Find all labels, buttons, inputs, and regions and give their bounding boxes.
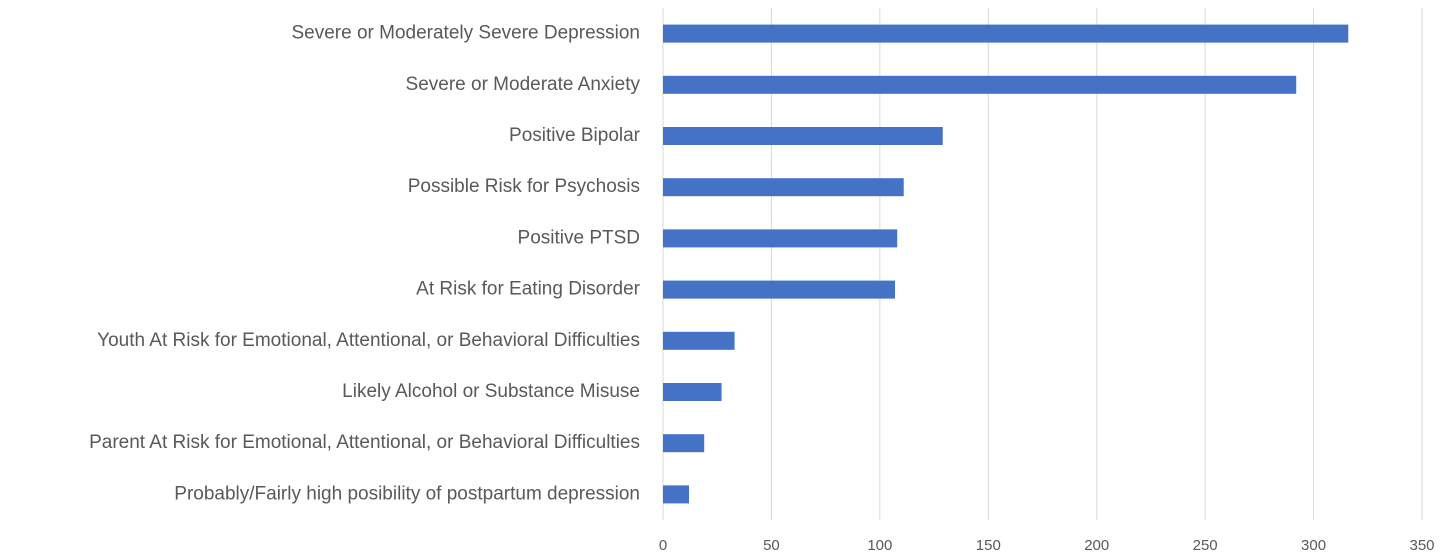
x-tick-label: 300 [1301, 537, 1326, 554]
y-tick-label: Positive PTSD [518, 227, 640, 248]
bar [663, 331, 735, 350]
x-tick-label: 350 [1409, 537, 1434, 554]
x-tick-label: 0 [659, 537, 667, 554]
y-tick-label: Probably/Fairly high posibility of postp… [174, 483, 640, 504]
y-tick-label: Possible Risk for Psychosis [408, 176, 640, 197]
x-tick-label: 150 [976, 537, 1001, 554]
bar [663, 229, 898, 248]
bar [663, 75, 1297, 94]
y-tick-label: At Risk for Eating Disorder [416, 279, 641, 300]
y-tick-label: Likely Alcohol or Substance Misuse [342, 381, 640, 402]
bar [663, 178, 904, 197]
x-tick-label: 200 [1084, 537, 1109, 554]
y-tick-label: Severe or Moderately Severe Depression [291, 23, 640, 44]
x-tick-label: 250 [1193, 537, 1218, 554]
x-tick-label: 50 [763, 537, 780, 554]
y-tick-label: Severe or Moderate Anxiety [406, 74, 641, 95]
x-tick-label: 100 [867, 537, 892, 554]
bar [663, 24, 1349, 43]
bar [663, 383, 722, 401]
bar [663, 280, 896, 299]
y-tick-label: Youth At Risk for Emotional, Attentional… [97, 330, 640, 351]
bar [663, 434, 705, 453]
bar [663, 127, 943, 145]
bar [663, 485, 690, 504]
y-tick-label: Parent At Risk for Emotional, Attentiona… [89, 432, 640, 453]
y-tick-label: Positive Bipolar [509, 125, 641, 146]
